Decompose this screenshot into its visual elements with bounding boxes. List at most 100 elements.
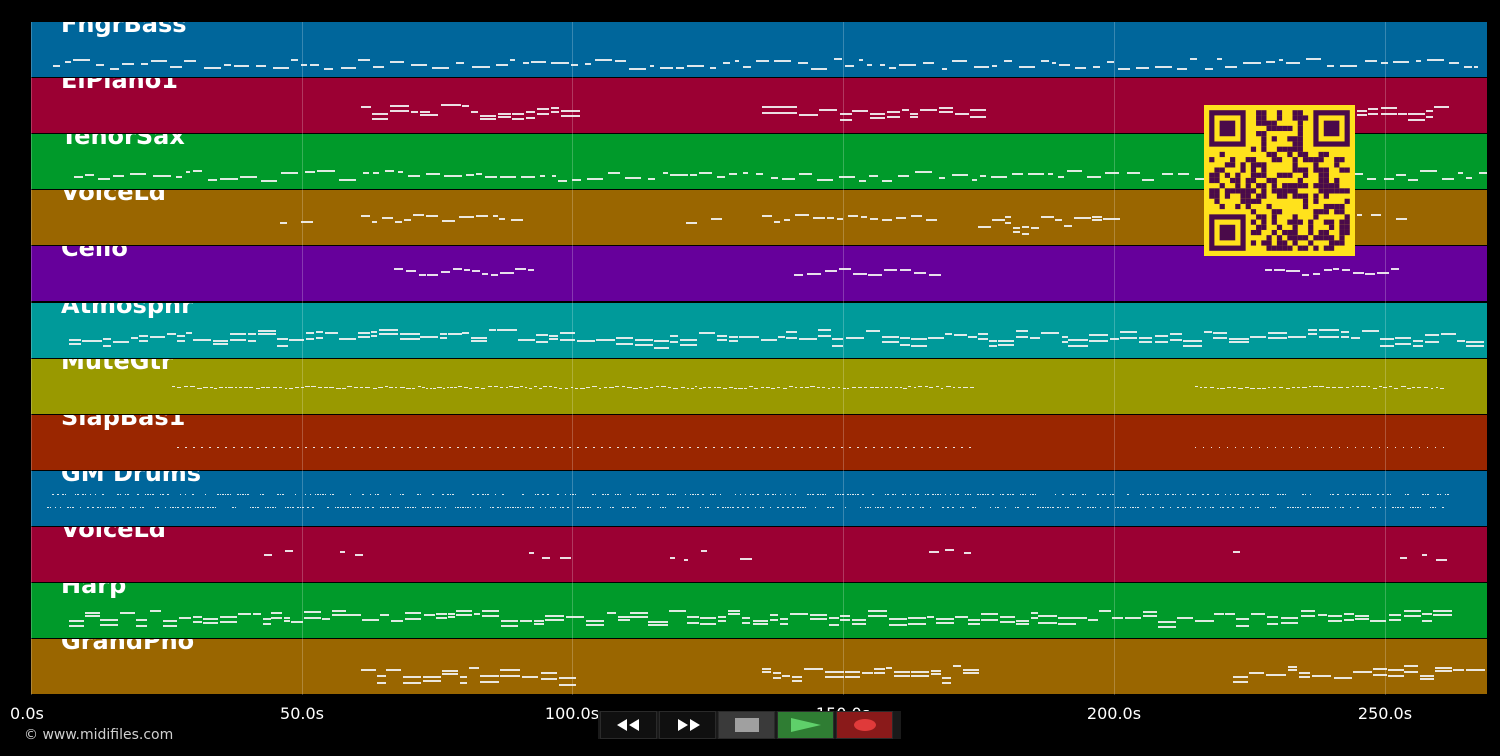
midi-note [1411,386,1415,388]
midi-note [425,387,429,389]
midi-note [734,60,739,63]
midi-note [533,386,538,388]
midi-note [345,447,347,448]
midi-note [705,447,707,448]
midi-note [1435,670,1452,673]
midi-note [303,610,322,613]
midi-note [1403,609,1421,612]
midi-note [877,507,879,508]
midi-note [449,447,451,448]
midi-note [283,620,291,623]
midi-note [354,507,357,508]
midi-note [661,386,666,388]
midi-note [910,116,918,119]
midi-note [692,494,694,495]
midi-note [753,447,755,448]
midi-note [865,329,881,332]
midi-note [650,65,655,68]
midi-note [781,675,791,678]
midi-note [452,267,463,270]
track-lane[interactable]: Harp [31,583,1487,638]
midi-note [509,507,512,508]
midi-note [615,343,634,346]
midi-note [899,269,911,272]
midi-note [755,173,764,176]
midi-note [1109,337,1120,340]
midi-note [1048,172,1054,175]
midi-note [1332,494,1334,495]
midi-note [984,494,987,495]
midi-note [1391,268,1400,271]
midi-note [744,494,747,495]
midi-note [757,494,759,495]
fast-forward-button[interactable] [659,711,716,739]
midi-note [1243,61,1261,64]
midi-note [571,179,582,182]
midi-note [615,59,626,62]
midi-note [1267,494,1269,495]
midi-note [813,217,825,220]
midi-note [657,447,659,448]
midi-note [1370,213,1382,216]
midi-note [910,671,929,674]
midi-note [300,386,304,388]
midi-note [1442,178,1454,181]
stop-button[interactable] [718,711,775,739]
midi-note [936,622,955,625]
midi-note [885,667,893,670]
midi-note [798,172,813,175]
midi-note [744,387,748,389]
midi-note [1254,507,1257,508]
midi-note [107,507,109,508]
track-lane[interactable]: Atmosphr [31,303,1487,358]
midi-note [232,507,234,508]
midi-note [297,447,299,448]
midi-note [1005,216,1012,219]
midi-note [817,494,819,495]
midi-note [444,507,447,508]
midi-note [122,63,135,66]
record-button[interactable] [836,711,893,739]
midi-note [921,447,923,448]
midi-note [1291,387,1295,389]
midi-note [941,682,951,685]
play-button[interactable] [777,711,834,739]
midi-note [772,671,781,674]
rewind-button[interactable] [600,711,657,739]
midi-note [1319,386,1324,388]
midi-note [938,106,954,109]
midi-note [492,507,494,508]
midi-note [399,494,402,495]
midi-note [964,551,972,554]
midi-note [1298,672,1310,675]
midi-note [679,507,682,508]
midi-note [634,343,654,346]
midi-note [185,447,187,448]
midi-note [319,494,322,495]
midi-note [772,494,774,495]
midi-note [1338,387,1344,389]
track-lane[interactable]: GrandPno [31,639,1487,694]
midi-note [1124,507,1127,508]
midi-note [1068,338,1089,341]
midi-note [397,507,399,508]
midi-note [767,494,769,495]
midi-note [794,494,797,495]
midi-note [338,179,356,182]
midi-note [659,507,662,508]
track-lane[interactable]: SlapBas1 [31,415,1487,470]
midi-note [202,622,219,625]
track-lane[interactable]: MuteGtr [31,359,1487,414]
midi-note [887,494,889,495]
midi-note [432,67,449,70]
midi-note [968,622,980,625]
track-lane[interactable]: VoiceLd [31,527,1487,582]
midi-note [499,507,502,508]
midi-note [575,387,579,389]
track-lane[interactable]: FngrBass [31,22,1487,77]
track-lane[interactable]: GM Drums [31,471,1487,526]
midi-note [657,494,659,495]
midi-note [68,342,81,345]
midi-note [271,616,283,619]
midi-note [713,447,715,448]
